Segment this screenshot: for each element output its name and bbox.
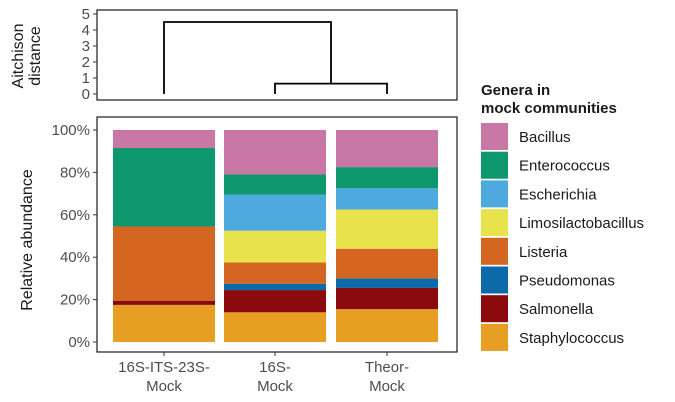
bar-segment-bacillus xyxy=(224,130,326,175)
dendrogram-y-tick-label: 1 xyxy=(82,70,90,87)
legend-label: Staphylococcus xyxy=(519,330,624,347)
legend-title: mock communities xyxy=(481,100,617,117)
legend-swatch-escherichia xyxy=(481,180,508,208)
bar-x-tick-label: Mock xyxy=(146,378,182,395)
bar-segment-enterococcus xyxy=(336,167,438,189)
bar-y-tick-label: 60% xyxy=(60,207,90,224)
bar-segment-listeria xyxy=(336,248,438,279)
bar-segment-escherichia xyxy=(224,194,326,231)
legend-swatch-pseudomonas xyxy=(481,266,508,294)
bar-segment-limosilactobacillus xyxy=(224,230,326,263)
legend-label: Bacillus xyxy=(519,129,571,146)
dendrogram-y-tick-label: 4 xyxy=(82,22,90,39)
bar-segment-enterococcus xyxy=(113,148,215,227)
bar-segment-listeria xyxy=(113,226,215,301)
legend-swatch-staphylococcus xyxy=(481,323,508,351)
bar-segment-escherichia xyxy=(336,188,438,210)
bar-x-tick-label: 16S- xyxy=(259,359,291,376)
legend-swatch-bacillus xyxy=(481,123,508,150)
bar-y-axis-title: Relative abundance xyxy=(19,169,36,311)
bar-segment-limosilactobacillus xyxy=(336,209,438,249)
legend-label: Limosilactobacillus xyxy=(519,215,644,232)
legend-title: Genera in xyxy=(481,82,550,99)
dendrogram-branch xyxy=(274,82,388,94)
bar-segment-enterococcus xyxy=(224,174,326,195)
bar-x-tick-label: Theor- xyxy=(365,359,409,376)
dendrogram-y-tick-label: 5 xyxy=(82,6,90,23)
bar-segment-staphylococcus xyxy=(336,309,438,342)
legend-label: Enterococcus xyxy=(519,158,610,175)
legend-label: Pseudomonas xyxy=(519,273,615,290)
dendrogram-y-axis-title: Aitchison xyxy=(10,24,27,89)
dendrogram-y-tick-label: 2 xyxy=(82,54,90,71)
bar-segment-staphylococcus xyxy=(113,304,215,342)
dendrogram-y-tick-label: 0 xyxy=(82,86,90,103)
legend-swatch-salmonella xyxy=(481,295,508,323)
bar-segment-bacillus xyxy=(336,130,438,168)
dendrogram-branch xyxy=(163,21,332,94)
dendrogram-y-axis-title: distance xyxy=(27,26,44,86)
dendrogram-frame xyxy=(96,9,458,101)
bar-panel-frame xyxy=(96,116,458,353)
bar-segment-pseudomonas xyxy=(224,283,326,291)
bar-x-tick-label: Mock xyxy=(369,378,405,395)
bar-segment-pseudomonas xyxy=(336,278,438,288)
bar-segment-salmonella xyxy=(224,290,326,313)
bar-y-tick-label: 80% xyxy=(60,164,90,181)
legend-label: Escherichia xyxy=(519,186,597,203)
legend-swatch-enterococcus xyxy=(481,151,508,179)
bar-segment-bacillus xyxy=(113,130,215,149)
stacked-bar-panel: 0% 20% 40% 60% 80% 100% Relative abundance 16S-… xyxy=(19,116,458,395)
legend-label: Listeria xyxy=(519,244,568,261)
bar-x-tick-label: 16S-ITS-23S- xyxy=(118,359,210,376)
bar-segment-staphylococcus xyxy=(224,312,326,342)
bar-x-tick-label: Mock xyxy=(257,378,293,395)
legend-swatch-listeria xyxy=(481,237,508,265)
bar-segment-listeria xyxy=(224,262,326,284)
bar-y-tick-label: 100% xyxy=(52,122,90,139)
legend-swatch-limosilactobacillus xyxy=(481,209,508,237)
legend-label: Salmonella xyxy=(519,301,594,318)
bar-segment-salmonella xyxy=(113,300,215,305)
dendrogram-y-tick-label: 3 xyxy=(82,38,90,55)
bar-y-tick-label: 40% xyxy=(60,249,90,266)
bar-y-tick-label: 0% xyxy=(68,334,90,351)
bar-y-tick-label: 20% xyxy=(60,292,90,309)
bar-segment-salmonella xyxy=(336,287,438,310)
